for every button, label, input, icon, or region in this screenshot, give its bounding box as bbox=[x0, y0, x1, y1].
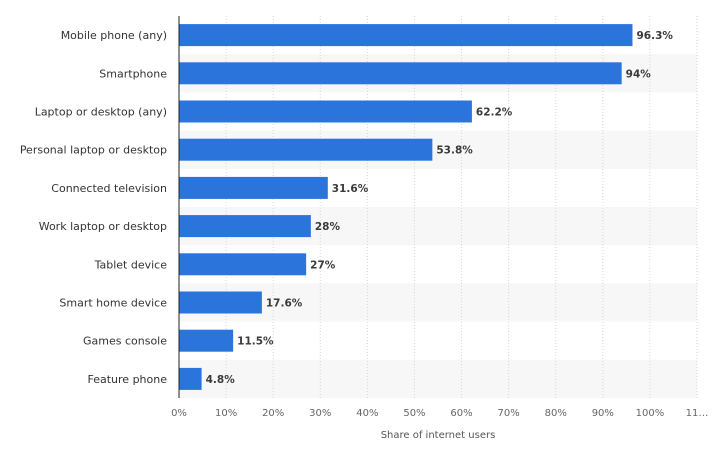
category-labels: Mobile phone (any) Smartphone Laptop or de… bbox=[20, 29, 167, 386]
bar[interactable] bbox=[179, 138, 433, 161]
x-tick-label: 30% bbox=[309, 408, 331, 419]
row-bands bbox=[179, 54, 697, 398]
value-label: 4.8% bbox=[206, 374, 236, 386]
bar[interactable] bbox=[179, 24, 633, 47]
value-label: 28% bbox=[315, 221, 341, 233]
bar[interactable] bbox=[179, 367, 202, 390]
x-tick-label: 90% bbox=[592, 408, 614, 419]
category-label: Tablet device bbox=[94, 258, 168, 271]
bar[interactable] bbox=[179, 100, 472, 123]
x-axis-ticks: 0% 10% 20% 30% 40% 50% 60% 70% 80% 90% 100% 11… bbox=[171, 408, 708, 419]
bar[interactable] bbox=[179, 291, 262, 314]
x-tick-label: 10% bbox=[215, 408, 237, 419]
value-labels: 96.3% 94% 62.2% 53.8% 31.6% 28% 27% 17.6% 11.5% 4… bbox=[206, 30, 674, 386]
x-axis-title: Share of internet users bbox=[381, 430, 496, 441]
bar[interactable] bbox=[179, 215, 311, 238]
category-label: Smartphone bbox=[99, 67, 167, 80]
bar[interactable] bbox=[179, 253, 307, 276]
category-label: Smart home device bbox=[59, 297, 167, 310]
value-label: 27% bbox=[310, 259, 336, 271]
category-label: Work laptop or desktop bbox=[39, 220, 167, 233]
x-tick-label: 20% bbox=[262, 408, 284, 419]
value-label: 94% bbox=[626, 68, 652, 80]
category-label: Mobile phone (any) bbox=[61, 29, 167, 42]
x-tick-label: 0% bbox=[171, 408, 187, 419]
category-label: Connected television bbox=[51, 182, 167, 195]
category-label: Feature phone bbox=[88, 373, 168, 386]
row-band bbox=[179, 283, 697, 322]
bar[interactable] bbox=[179, 329, 234, 352]
x-tick-label: 100% bbox=[636, 408, 665, 419]
value-label: 31.6% bbox=[332, 183, 369, 195]
value-label: 62.2% bbox=[476, 107, 513, 119]
value-label: 17.6% bbox=[266, 298, 303, 310]
x-tick-label: 60% bbox=[450, 408, 472, 419]
category-label: Laptop or desktop (any) bbox=[35, 106, 167, 119]
bars bbox=[179, 24, 633, 390]
value-label: 11.5% bbox=[237, 336, 274, 348]
row-band bbox=[179, 359, 697, 398]
bar[interactable] bbox=[179, 176, 328, 199]
bar[interactable] bbox=[179, 62, 622, 85]
category-label: Personal laptop or desktop bbox=[20, 144, 167, 157]
value-label: 53.8% bbox=[436, 145, 473, 157]
category-label: Games console bbox=[83, 335, 167, 348]
x-tick-label: 40% bbox=[356, 408, 378, 419]
value-label: 96.3% bbox=[636, 30, 673, 42]
x-tick-label: 11… bbox=[686, 408, 709, 419]
x-tick-label: 70% bbox=[498, 408, 520, 419]
x-tick-label: 80% bbox=[545, 408, 567, 419]
x-tick-label: 50% bbox=[403, 408, 425, 419]
